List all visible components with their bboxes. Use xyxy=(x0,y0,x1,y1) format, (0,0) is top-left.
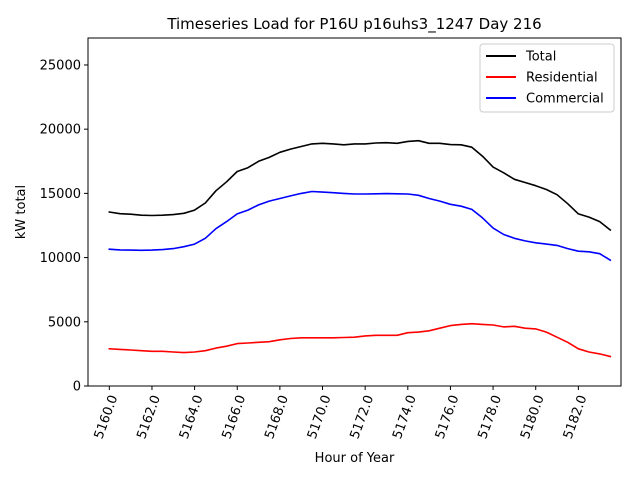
chart-title: Timeseries Load for P16U p16uhs3_1247 Da… xyxy=(166,15,541,34)
y-tick-label: 10000 xyxy=(40,251,81,266)
y-axis-ticks: 0 5000 10000 15000 20000 25000 xyxy=(40,58,88,395)
y-tick-label: 25000 xyxy=(40,58,81,73)
legend: Total Residential Commercial xyxy=(479,43,615,113)
x-axis-label: Hour of Year xyxy=(315,451,395,466)
legend-box xyxy=(479,43,615,113)
series-line-total xyxy=(108,139,612,232)
legend-label-commercial: Commercial xyxy=(526,92,604,107)
series-line-commercial xyxy=(108,190,612,262)
y-tick-label: 0 xyxy=(73,380,81,395)
y-tick-label: 5000 xyxy=(48,315,81,330)
y-axis-label: kW total xyxy=(14,185,29,239)
y-tick-label: 20000 xyxy=(40,123,81,138)
plot-frame xyxy=(87,37,622,387)
legend-label-total: Total xyxy=(525,50,556,65)
series-line-residential xyxy=(108,322,612,358)
series-layer xyxy=(108,139,612,358)
legend-entries: Total Residential Commercial xyxy=(486,50,604,107)
legend-label-residential: Residential xyxy=(526,71,598,86)
y-tick-label: 15000 xyxy=(40,187,81,202)
